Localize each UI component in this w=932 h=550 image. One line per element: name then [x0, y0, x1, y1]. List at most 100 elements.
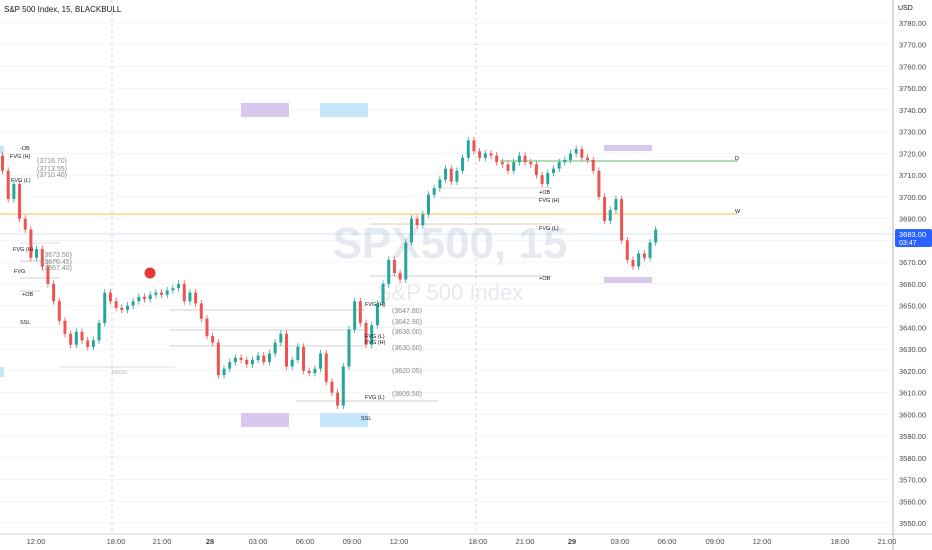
candle-body: [6, 170, 10, 200]
price-tick-label: 3560.00: [899, 497, 926, 506]
candle-body: [46, 266, 50, 284]
time-tick-label: 06:00: [658, 537, 677, 546]
candle-body: [432, 188, 436, 195]
candle-body: [353, 301, 357, 330]
time-tick-label: 18:00: [107, 537, 126, 546]
candle-body: [194, 292, 198, 304]
time-tick-label: 09:00: [343, 537, 362, 546]
candle-body: [23, 218, 27, 230]
price-tick-label: 3770.00: [899, 41, 926, 50]
price-tick-label: 3640.00: [899, 323, 926, 332]
candle-body: [444, 168, 448, 180]
price-tick-label: 3730.00: [899, 128, 926, 137]
level-label: SSL: [361, 416, 371, 422]
blue-zone: [320, 413, 368, 427]
gridlines: [0, 0, 893, 534]
candle-body: [586, 157, 590, 160]
watermark-symbol: SPX500, 15: [333, 219, 568, 268]
candle-body: [233, 357, 237, 363]
time-tick-label: 21:00: [153, 537, 172, 546]
price-axis[interactable]: 3780.00 3770.00 3760.00 3750.00 3740.00 3730.…: [892, 0, 926, 550]
candle-body: [131, 301, 135, 306]
price-tick-label: 3660.00: [899, 280, 926, 289]
price-tick-label: 3690.00: [899, 215, 926, 224]
candle-body: [449, 168, 453, 182]
watermark: SPX500, 15 S&P 500 Index: [333, 219, 568, 305]
candle-body: [239, 357, 243, 360]
level-label: +OB: [539, 276, 550, 282]
candle-body: [404, 242, 408, 280]
level-label: FVG (L): [365, 395, 385, 401]
candle-body: [108, 292, 112, 302]
candle-body: [534, 164, 538, 176]
time-tick-label: 18:00: [831, 537, 850, 546]
candle-body: [125, 305, 129, 310]
candle-body: [262, 355, 266, 363]
candle-body: [478, 151, 482, 158]
time-axis[interactable]: 12:00 18:00 21:00 28 03:00 06:00 09:00 12:00 18:…: [0, 533, 932, 546]
candle-body: [57, 301, 61, 321]
level-lines: [0, 160, 893, 402]
candle-body: [69, 333, 73, 345]
candle-body: [250, 359, 254, 365]
candle-body: [557, 162, 561, 169]
candle-body: [551, 168, 555, 173]
candle-body: [205, 318, 209, 337]
candle-body: [296, 346, 300, 360]
candle-body: [148, 294, 152, 300]
candle-body: [642, 253, 646, 258]
level-price-left: (3713.55): [37, 166, 67, 173]
candle-body: [398, 273, 402, 280]
candle-body: [614, 199, 618, 210]
price-tick-label: 3650.00: [899, 302, 926, 311]
time-tick-label: 21:00: [878, 537, 897, 546]
candle-body: [211, 336, 215, 343]
chart-title: S&P 500 Index, 15, BLACKBULL: [4, 5, 122, 14]
candle-body: [319, 353, 323, 369]
candle-body: [381, 283, 385, 304]
candle-body: [574, 149, 578, 154]
candle-body: [387, 259, 391, 284]
time-tick-label: 18:00: [469, 537, 488, 546]
candle-body: [171, 288, 175, 291]
candle-body: [285, 333, 288, 367]
candle-body: [631, 259, 635, 267]
price-tick-label: 3590.00: [899, 432, 926, 441]
candle-body: [137, 296, 141, 302]
price-tick-label: 3720.00: [899, 149, 926, 158]
price-tick-label: 3700.00: [899, 193, 926, 202]
price-tick-label: 3610.00: [899, 389, 926, 398]
level-label: W: [735, 209, 741, 215]
candle-body: [461, 157, 465, 171]
price-tag-value: 3683.00: [899, 230, 926, 239]
candle-body: [625, 240, 629, 260]
level-price-left: (3710.40): [37, 172, 67, 179]
time-tick-label: 06:00: [296, 537, 315, 546]
price-tick-label: 3600.00: [899, 410, 926, 419]
candle-body: [114, 301, 118, 308]
candle-body: [273, 342, 277, 354]
candle-body: [188, 292, 192, 302]
candle-body: [228, 362, 232, 369]
candle-body: [177, 283, 181, 289]
level-label: FVG (H): [365, 302, 386, 308]
level-label: D: [735, 156, 739, 162]
watermark-name: S&P 500 Index: [377, 280, 523, 305]
signal-dot: [144, 267, 156, 279]
candle-body: [216, 342, 220, 376]
candle-body: [546, 173, 550, 184]
price-tick-label: 3670.00: [899, 258, 926, 267]
candle-body: [415, 218, 419, 226]
candle-body: [154, 292, 158, 295]
price-tick-label: 3570.00: [899, 476, 926, 485]
candle-body: [347, 329, 351, 367]
candle-body: [165, 290, 169, 295]
time-tick-label: 12:00: [753, 537, 772, 546]
candles: [1, 136, 658, 410]
candle-body: [103, 292, 107, 323]
candle-body: [63, 320, 67, 334]
level-price: (3609.50): [392, 391, 422, 398]
level-label: -OB: [20, 146, 30, 152]
